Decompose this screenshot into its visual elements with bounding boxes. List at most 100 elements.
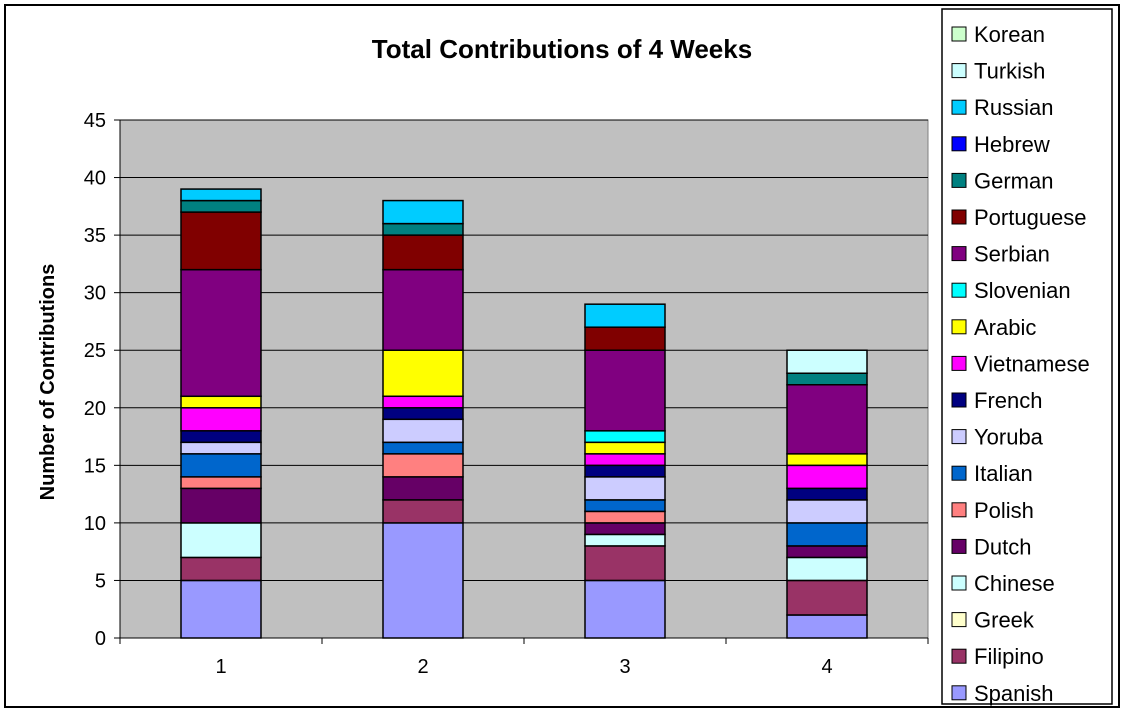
chart-frame: Total Contributions of 4 Weeks Number of… [4,4,1120,708]
legend-label: Portuguese [974,205,1087,230]
bar-segment [180,199,262,213]
legend-swatch [951,355,967,371]
bar-segment [382,418,464,444]
bar-segment [786,614,868,639]
legend-swatch [951,246,967,262]
bar-segment [180,441,262,455]
x-tick-labels: 1 2 3 4 [215,656,832,678]
bar-segment [382,268,464,351]
legend-swatch [951,282,967,298]
bar-segment [180,430,262,444]
bar-segment [584,510,666,524]
bar-segment [382,199,464,225]
y-tick-label: 10 [84,513,106,535]
bar-segment [382,476,464,501]
legend-swatch [951,538,967,554]
legend-swatch [951,392,967,408]
bar-segment [180,211,262,271]
legend-swatch [951,648,967,664]
bar-segment [786,372,868,386]
bar-segment [786,556,868,582]
legend-swatch [951,172,967,188]
x-tick-label: 3 [619,656,630,678]
axes [114,119,929,644]
legend-swatch [951,99,967,115]
bar-segment [786,487,868,501]
legend-label: Serbian [974,242,1050,267]
bar-segment [584,326,666,351]
chart-title: Total Contributions of 4 Weeks [372,34,752,64]
y-tick-label: 25 [84,340,106,362]
bar-segment [180,522,262,559]
x-tick-label: 2 [417,656,428,678]
bar-segment [786,545,868,559]
y-tick-label: 20 [84,398,106,420]
legend-label: French [974,388,1042,413]
bar-segment [382,349,464,398]
legend-swatch [951,575,967,591]
bar-segment [180,395,262,409]
y-axis-label: Number of Contributions [37,264,59,501]
legend-label: Italian [974,461,1033,486]
bar-segment [786,522,868,547]
bar-segment [382,499,464,524]
bar-segment [584,476,666,501]
legend-label: Hebrew [974,132,1050,157]
legend-label: Dutch [974,534,1031,559]
y-tick-labels: 0 5 10 15 20 25 30 35 40 45 [84,110,106,650]
legend-swatch [951,209,967,225]
legend-box [941,8,1113,705]
legend-label: Arabic [974,315,1036,340]
y-tick-label: 0 [95,628,106,650]
legend-label: Korean [974,22,1045,47]
bar-segment [382,522,464,639]
legend-swatch [951,319,967,335]
bar-segment [180,453,262,478]
legend-label: Turkish [974,59,1045,84]
legend-swatch [951,502,967,518]
bar-segment [180,188,262,202]
bar-segment [786,499,868,524]
legend-swatch [951,26,967,42]
bar-segment [180,476,262,490]
x-tick-label: 1 [215,656,226,678]
legend-swatch [951,612,967,628]
bar-segment [786,453,868,467]
y-tick-label: 15 [84,455,106,477]
bars [180,188,868,639]
bar-segment [584,522,666,536]
y-tick-label: 40 [84,168,106,190]
y-tick-label: 30 [84,283,106,305]
bar-segment [180,268,262,398]
bar-segment [584,349,666,432]
bar-segment [584,430,666,444]
bar-segment [382,222,464,236]
legend-swatch [951,63,967,79]
legend-label: Slovenian [974,278,1071,303]
bar-segment [584,545,666,582]
bar-segment [180,579,262,639]
stacked-bar-chart: Total Contributions of 4 Weeks Number of… [37,8,1113,706]
legend-swatch [951,429,967,445]
legend-swatch [951,685,967,701]
legend-label: Greek [974,608,1035,633]
legend-label: Chinese [974,571,1055,596]
y-tick-label: 5 [95,570,106,592]
bar-segment [584,499,666,513]
y-tick-label: 35 [84,225,106,247]
legend-label: Russian [974,95,1053,120]
x-tick-label: 4 [821,656,832,678]
legend-label: Yoruba [974,425,1044,450]
bar-segment [584,533,666,547]
bar-segment [584,464,666,478]
bar-segment [180,556,262,582]
bar-segment [584,453,666,467]
legend-label: German [974,168,1053,193]
bar-segment [382,441,464,455]
legend-label: Spanish [974,681,1054,706]
legend-label: Polish [974,498,1034,523]
bar-segment [382,234,464,271]
bar-segment [180,407,262,432]
legend: Korean Turkish Russian Hebrew German Portugue… [951,22,1090,706]
bar-segment [180,487,262,524]
